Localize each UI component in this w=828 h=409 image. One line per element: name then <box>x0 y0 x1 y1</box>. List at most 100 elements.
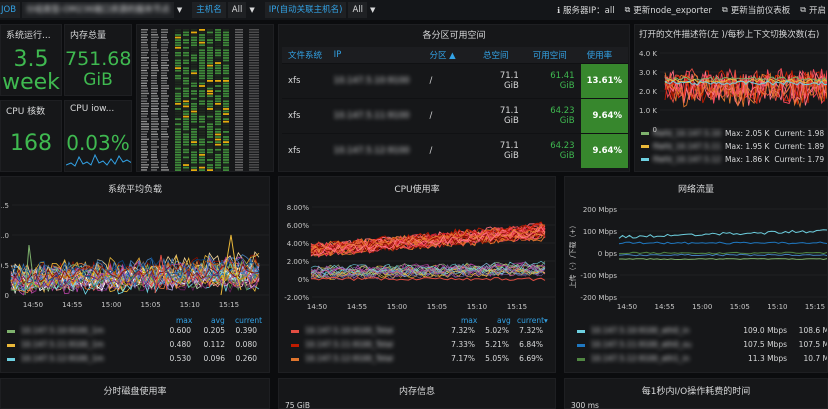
host-variable[interactable]: 主机名 All ▼ <box>192 2 255 18</box>
io-tick-label: 300 ms <box>571 401 599 409</box>
matrix-cell <box>175 153 181 156</box>
matrix-cell <box>191 128 197 131</box>
network-title: 网络流量 <box>677 185 714 195</box>
cell-usage: 9.64% <box>580 132 628 168</box>
chevron-down-icon[interactable]: ▼ <box>370 6 376 14</box>
legend-item[interactable]: 10.147.5.10:9100_eth0_in 109.0 Mbps 108.6 … <box>565 325 827 337</box>
legend-item[interactable]: 10.147.5.11:9100_Total 7.33% 5.21% 6.84% <box>279 339 555 351</box>
matrix-cell <box>191 164 197 166</box>
update-exporter-link[interactable]: ⧉ 更新node_exporter <box>625 4 712 16</box>
matrix-cell <box>249 123 259 125</box>
matrix-cell <box>235 141 243 143</box>
host-select[interactable]: All <box>227 2 247 18</box>
matrix-cell <box>175 29 181 31</box>
legend-item[interactable]: 10.147.5.10:9100_Total 7.32% 5.02% 7.32% <box>279 325 555 337</box>
job-variable[interactable]: JOB 分组类型-OM236端口资源的服务节点 ▼ <box>0 2 182 18</box>
matrix-cell <box>151 64 158 67</box>
matrix-cell <box>223 67 229 70</box>
legend-header-avg[interactable]: avg <box>211 316 225 325</box>
matrix-cell <box>191 49 197 52</box>
matrix-cell <box>191 80 197 82</box>
matrix-cell <box>199 80 205 82</box>
col-avail[interactable]: 可用空间 <box>526 47 581 63</box>
col-total[interactable]: 总空间 <box>477 47 527 63</box>
job-value[interactable]: 分组类型-OM236端口资源的服务节点 <box>22 2 174 18</box>
matrix-cell <box>235 82 243 84</box>
cpu-cores-panel[interactable]: CPU 核数 168 <box>0 100 62 172</box>
partition-panel[interactable]: 各分区可用空间 文件系统 IP 分区 ▲ 总空间 可用空间 使用率 xfs 10… <box>278 24 630 172</box>
legend-current: Current: 1.98 K <box>774 129 828 138</box>
matrix-cell <box>191 169 197 171</box>
update-dashboard-link[interactable]: ⧉ 更新当前仪表板 <box>722 4 790 16</box>
disk-usage-panel[interactable]: 分时磁盘使用率 <box>0 378 270 409</box>
cpu-iowait-panel[interactable]: CPU iow... 0.03% <box>64 100 132 172</box>
legend-item[interactable]: 10.147.5.11:9100_eth0_out 107.5 Mbps 107.5… <box>565 339 827 351</box>
node-matrix-panel[interactable] <box>136 24 274 172</box>
matrix-cell <box>223 31 229 34</box>
col-usage[interactable]: 使用率 <box>580 47 628 63</box>
ip-select[interactable]: All <box>348 2 368 18</box>
matrix-cell <box>235 77 243 79</box>
matrix-cell <box>215 92 221 95</box>
open-link[interactable]: ⧉ 开启 <box>800 4 826 16</box>
matrix-cell <box>191 87 197 90</box>
matrix-cell <box>235 34 243 36</box>
matrix-cell <box>161 31 168 33</box>
memory-info-panel[interactable]: 内存信息 75 GiB <box>278 378 556 409</box>
y-tick-label: 4.0 K <box>639 50 657 58</box>
matrix-cell <box>207 31 213 34</box>
matrix-cell <box>161 102 167 105</box>
legend-item[interactable]: 10.147.5.12:9100_1m 0.530 0.096 0.260 <box>1 353 269 365</box>
legend-item[interactable]: 10.147.5.11:9100_1m 0.480 0.112 0.080 <box>1 339 269 351</box>
matrix-cell <box>223 62 229 64</box>
col-fs[interactable]: 文件系统 <box>282 47 328 63</box>
legend-color <box>641 145 649 148</box>
matrix-cell <box>249 34 259 36</box>
server-ip-link[interactable]: ℹ 服务器IP：all <box>557 4 615 17</box>
legend-header-max[interactable]: max <box>176 316 193 325</box>
matrix-cell <box>235 136 243 138</box>
legend-item[interactable]: 10.147.5.12:9100_eth1_in 11.3 Mbps 10.7 M <box>565 353 827 365</box>
fh-series-line <box>664 76 827 109</box>
net-series-line <box>618 241 827 245</box>
matrix-cell <box>215 62 221 64</box>
chevron-down-icon[interactable]: ▼ <box>176 6 183 14</box>
matrix-cell <box>175 125 181 128</box>
col-part[interactable]: 分区 ▲ <box>423 47 477 63</box>
io-time-panel[interactable]: 每1秒内I/O操作耗费的时间 300 ms <box>564 378 828 409</box>
legend-header-avg[interactable]: avg <box>497 316 511 325</box>
network-panel[interactable]: 网络流量 200 Mbps 100 Mbps 0 bps -100 Mbps -200 … <box>564 176 828 373</box>
matrix-cell <box>207 153 213 156</box>
legend-header-max[interactable]: max <box>461 316 478 325</box>
matrix-cell <box>223 125 229 128</box>
uptime-panel[interactable]: 系统运行... 3.5 week <box>0 24 62 96</box>
filehandles-panel[interactable]: 打开的文件描述符(左 )/每秒上下文切换次数(右) 4.0 K 3.0 K 2.0 … <box>634 24 828 172</box>
cell-avail: 61.41 GiB <box>526 62 581 98</box>
matrix-cell <box>161 141 168 143</box>
legend-item[interactable]: filefd_10.147.5.12:9100 Max: 1.86 K Curr… <box>641 155 827 164</box>
legend-item[interactable]: filefd_10.147.5.10:9100 Max: 2.05 K Curr… <box>641 129 828 138</box>
ip-variable[interactable]: IP(自动关联主机名) All ▼ <box>264 2 376 18</box>
col-ip[interactable]: IP <box>327 47 424 63</box>
matrix-cell <box>183 110 189 113</box>
matrix-cell <box>161 131 167 133</box>
matrix-cell <box>161 46 168 49</box>
matrix-cell <box>183 69 189 72</box>
chevron-down-icon[interactable]: ▼ <box>249 6 255 14</box>
legend-item[interactable]: 10.147.5.10:9100_1m 0.600 0.205 0.390 <box>1 325 269 337</box>
legend-item[interactable]: filefd_10.147.5.11:9100 Max: 1.95 K Curr… <box>641 142 827 151</box>
legend-header-current[interactable]: current▾ <box>517 316 548 325</box>
legend-item[interactable]: 10.147.5.12:9100_Total 7.17% 5.05% 6.69% <box>279 353 555 365</box>
load-panel[interactable]: 系统平均负载 1.5 1.0 0.5 0 14:50 14:55 15:00 15:05 15:… <box>0 176 270 373</box>
matrix-cell <box>223 100 229 103</box>
matrix-cell <box>207 77 213 80</box>
matrix-cell <box>249 90 259 92</box>
memory-panel[interactable]: 内存总量 751.68 GiB <box>64 24 132 96</box>
matrix-cell <box>161 153 168 156</box>
matrix-cell <box>191 133 197 136</box>
matrix-cell <box>215 46 221 49</box>
cpu-panel[interactable]: CPU使用率 8.00% 6.00% 4.00% 2.00% 0% -2.00% 14:50… <box>278 176 556 373</box>
matrix-cell <box>175 95 181 98</box>
matrix-cell <box>199 29 205 31</box>
legend-header-current[interactable]: current <box>235 316 263 325</box>
